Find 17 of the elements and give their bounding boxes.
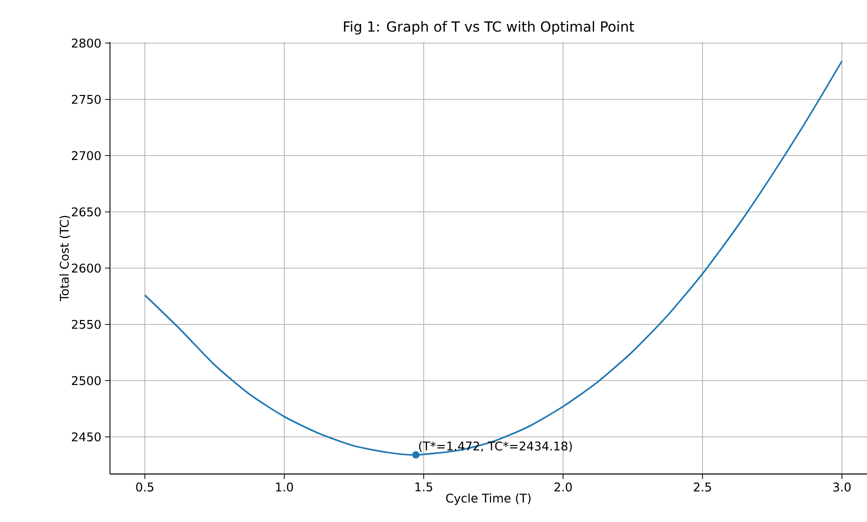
y-tick-label: 2450 bbox=[72, 432, 101, 442]
y-tick-label: 2700 bbox=[72, 151, 101, 160]
y-tick-label: 2800 bbox=[72, 38, 101, 48]
x-tick-label: 1.0 bbox=[276, 482, 293, 492]
y-tick-label: 2750 bbox=[72, 94, 101, 104]
x-axis-title: Cycle Time (T) bbox=[446, 493, 531, 505]
chart-title: Fig 1: Graph of T vs TC with Optimal Point bbox=[344, 21, 634, 35]
x-tick-label: 1.5 bbox=[415, 482, 432, 492]
x-tick-label: 3.0 bbox=[833, 482, 851, 492]
y-tick-label: 2600 bbox=[72, 264, 101, 273]
y-tick-label: 2550 bbox=[72, 320, 101, 329]
x-tick-label: 2.5 bbox=[694, 482, 711, 492]
x-tick-label: 2.0 bbox=[554, 482, 572, 492]
y-tick-label: 2500 bbox=[72, 376, 101, 386]
y-tick-label: 2650 bbox=[72, 207, 101, 216]
x-tick-label: 0.5 bbox=[136, 482, 154, 492]
y-axis-title: Total Cost (TC) bbox=[60, 216, 70, 302]
